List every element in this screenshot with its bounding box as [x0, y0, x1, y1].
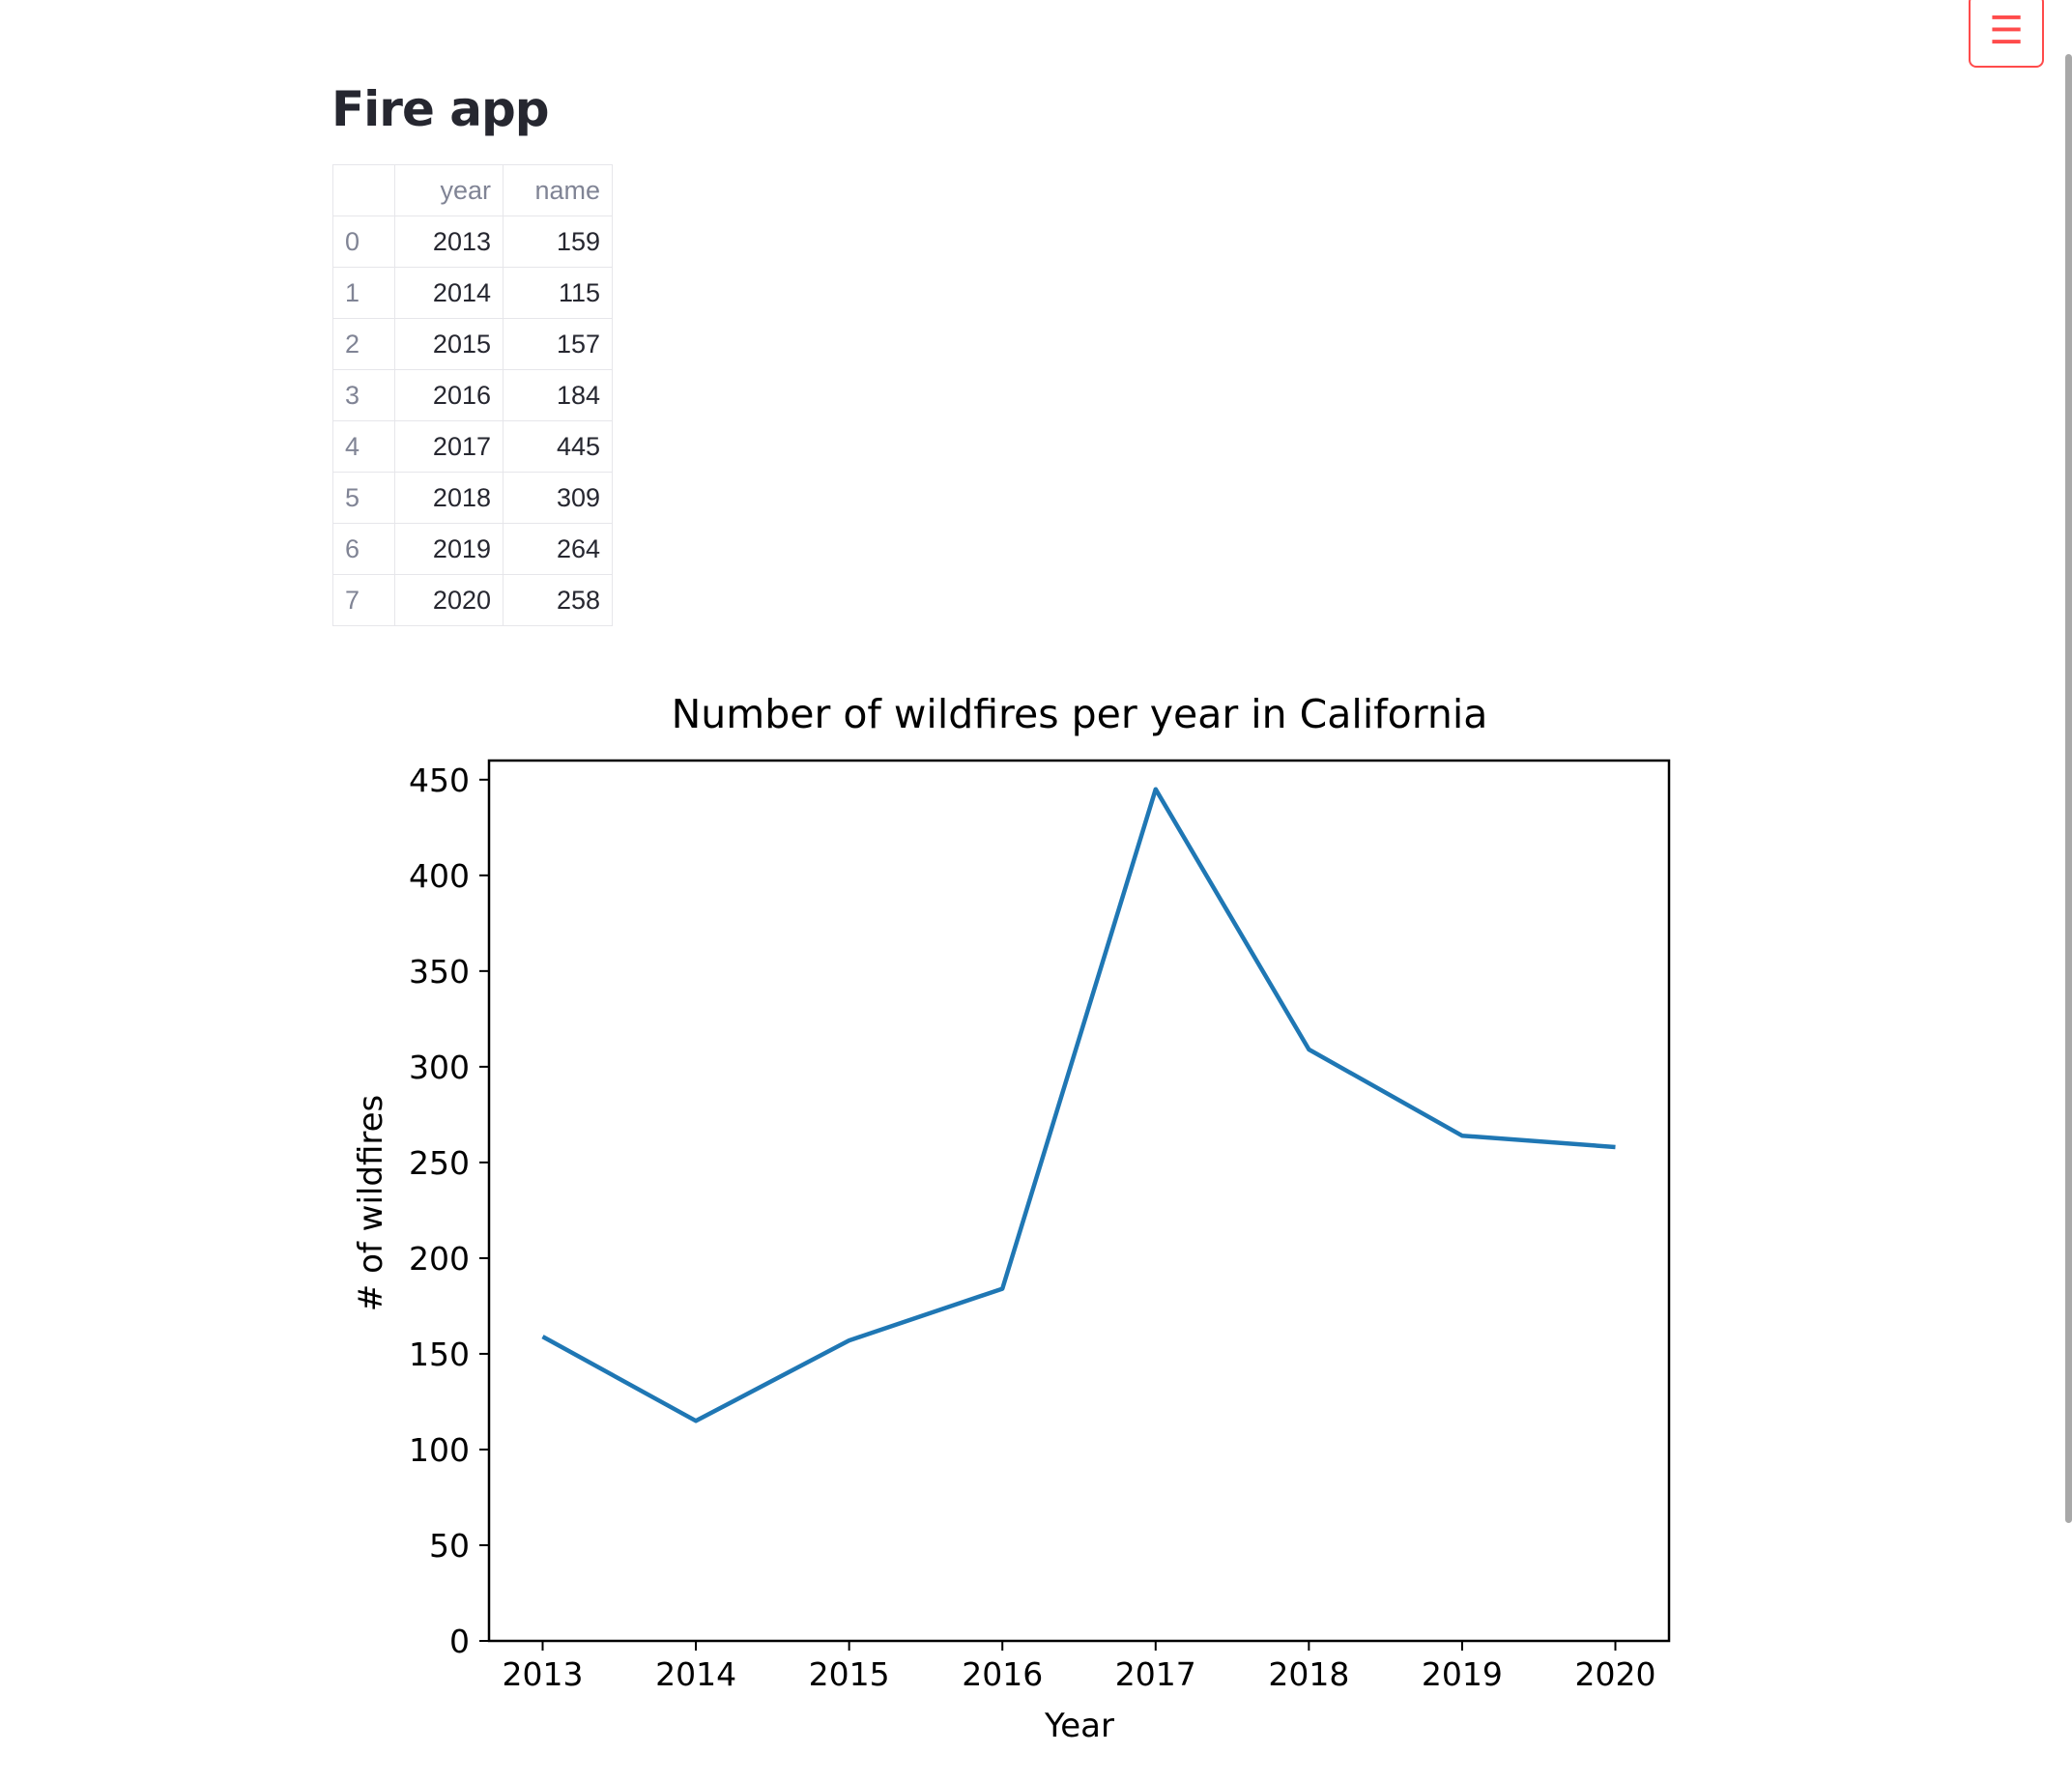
- cell-name[interactable]: 258: [503, 574, 613, 626]
- plot-area: 0 50 100 150 200 250 300 350 400 450 2013 2014 2015 2…: [409, 759, 1671, 1693]
- scrollbar-thumb[interactable]: [2065, 54, 2072, 1523]
- x-tick-label: 2018: [1268, 1655, 1349, 1693]
- y-tick-label: 100: [409, 1431, 470, 1469]
- x-tick-label: 2019: [1422, 1655, 1503, 1693]
- x-tick-label: 2013: [503, 1655, 584, 1693]
- y-tick-label: 350: [409, 953, 470, 991]
- table-row: 0 2013 159: [332, 216, 613, 268]
- y-tick-label: 150: [409, 1336, 470, 1373]
- row-index: 7: [332, 574, 395, 626]
- y-tick-label: 450: [409, 762, 470, 799]
- y-tick-label: 50: [429, 1527, 470, 1565]
- cell-year[interactable]: 2017: [394, 420, 504, 473]
- y-tick-label: 400: [409, 857, 470, 895]
- row-index: 6: [332, 523, 395, 575]
- cell-name[interactable]: 309: [503, 472, 613, 524]
- cell-name[interactable]: 157: [503, 318, 613, 370]
- row-index: 3: [332, 369, 395, 421]
- cell-name[interactable]: 115: [503, 267, 613, 319]
- table-row: 2 2015 157: [332, 318, 613, 370]
- cell-name[interactable]: 264: [503, 523, 613, 575]
- y-tick-label: 0: [449, 1623, 470, 1660]
- y-tick-label: 300: [409, 1049, 470, 1086]
- column-header-year[interactable]: year: [394, 164, 504, 216]
- chart-svg: Number of wildfires per year in Californ…: [352, 691, 1671, 1745]
- main-menu-button[interactable]: ☰: [1969, 0, 2044, 68]
- cell-name[interactable]: 445: [503, 420, 613, 473]
- table-header-row: year name: [332, 164, 613, 216]
- cell-year[interactable]: 2020: [394, 574, 504, 626]
- chart-title: Number of wildfires per year in Californ…: [672, 691, 1488, 737]
- cell-year[interactable]: 2015: [394, 318, 504, 370]
- row-index: 1: [332, 267, 395, 319]
- table-row: 7 2020 258: [332, 574, 613, 626]
- y-tick-label: 250: [409, 1144, 470, 1182]
- x-tick-label: 2020: [1575, 1655, 1656, 1693]
- table-row: 4 2017 445: [332, 420, 613, 473]
- y-tick-label: 200: [409, 1240, 470, 1278]
- hamburger-menu-icon: ☰: [1989, 9, 2024, 53]
- table-row: 1 2014 115: [332, 267, 613, 319]
- y-axis-label: # of wildfires: [352, 1095, 390, 1311]
- x-tick-label: 2016: [962, 1655, 1043, 1693]
- page-title: Fire app: [331, 81, 550, 137]
- cell-year[interactable]: 2016: [394, 369, 504, 421]
- wildfires-line-chart: Number of wildfires per year in Californ…: [338, 691, 1711, 1764]
- row-index: 2: [332, 318, 395, 370]
- cell-year[interactable]: 2019: [394, 523, 504, 575]
- row-index: 4: [332, 420, 395, 473]
- table-row: 6 2019 264: [332, 523, 613, 575]
- cell-year[interactable]: 2014: [394, 267, 504, 319]
- x-tick-label: 2017: [1115, 1655, 1196, 1693]
- x-axis-label: Year: [1044, 1707, 1114, 1745]
- table-row: 3 2016 184: [332, 369, 613, 421]
- column-header-name[interactable]: name: [503, 164, 613, 216]
- x-tick-label: 2014: [655, 1655, 736, 1693]
- x-tick-label: 2015: [809, 1655, 890, 1693]
- cell-name[interactable]: 159: [503, 216, 613, 268]
- cell-year[interactable]: 2013: [394, 216, 504, 268]
- cell-name[interactable]: 184: [503, 369, 613, 421]
- series-line: [541, 787, 1616, 1423]
- cell-year[interactable]: 2018: [394, 472, 504, 524]
- row-index: 0: [332, 216, 395, 268]
- dataframe-table: year name 0 2013 159 1 2014 115 2 2015 1…: [332, 164, 613, 626]
- table-row: 5 2018 309: [332, 472, 613, 524]
- column-header-index: [332, 164, 395, 216]
- plot-frame: [487, 759, 1671, 1643]
- row-index: 5: [332, 472, 395, 524]
